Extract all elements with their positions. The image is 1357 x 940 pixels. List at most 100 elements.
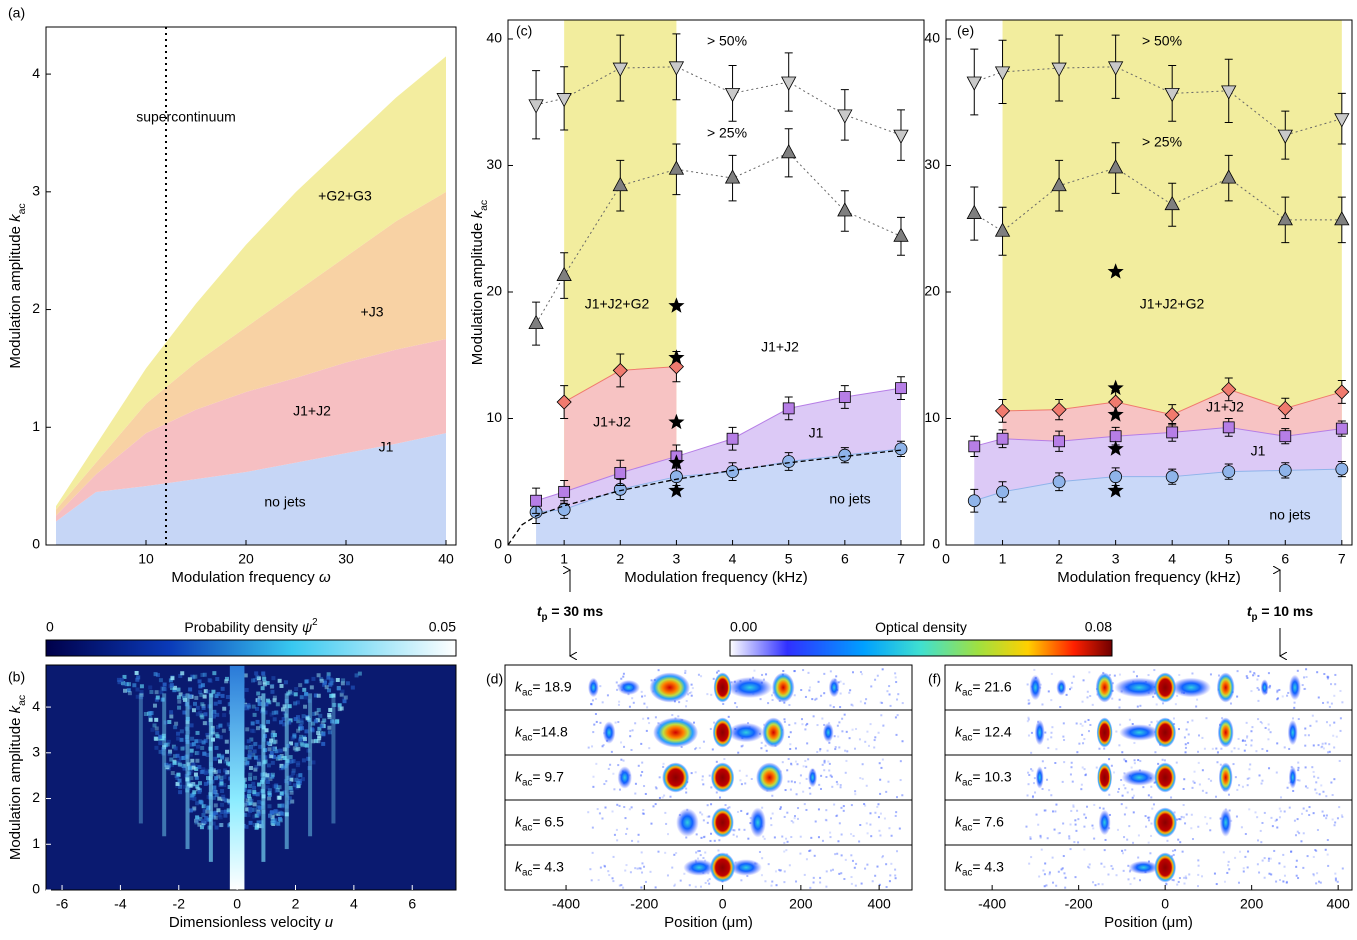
image-noise	[1243, 749, 1246, 752]
image-noise	[1120, 803, 1123, 806]
symbol: k	[515, 768, 523, 784]
symbol: k	[515, 813, 523, 829]
image-noise	[1152, 803, 1155, 806]
image-noise	[867, 744, 870, 747]
image-noise	[617, 764, 620, 767]
image-noise	[1269, 684, 1272, 687]
image-noise	[839, 706, 842, 709]
image-noise	[787, 735, 790, 738]
image-noise	[620, 741, 623, 744]
image-noise	[859, 824, 862, 827]
heatmap-texture	[205, 776, 210, 781]
image-noise	[1035, 813, 1038, 816]
heatmap-texture	[205, 809, 210, 814]
image-noise	[708, 815, 711, 818]
heatmap-texture	[256, 810, 261, 815]
image-noise	[839, 692, 842, 695]
heatmap-texture	[317, 736, 322, 741]
image-noise	[827, 760, 830, 763]
image-noise	[770, 824, 773, 827]
heatmap-texture	[312, 711, 317, 716]
heatmap-texture	[277, 678, 282, 683]
heatmap-texture	[265, 681, 270, 686]
image-noise	[821, 839, 824, 842]
image-noise	[1334, 673, 1337, 676]
image-noise	[1176, 694, 1179, 697]
region-label: > 50%	[707, 33, 747, 49]
image-noise	[1150, 721, 1153, 724]
image-noise	[1075, 829, 1078, 832]
heatmap-texture	[292, 746, 297, 751]
heatmap-texture	[218, 735, 223, 740]
image-noise	[1249, 763, 1252, 766]
image-noise	[818, 783, 821, 786]
heatmap-texture	[336, 686, 341, 691]
plot-frame	[45, 664, 457, 891]
script: ac	[962, 778, 972, 789]
image-noise	[1165, 882, 1168, 885]
heatmap-texture	[335, 677, 340, 682]
image-noise	[1295, 865, 1298, 868]
image-noise	[1253, 672, 1256, 675]
heatmap-texture	[282, 722, 287, 727]
heatmap-texture	[296, 728, 301, 733]
image-noise	[1242, 867, 1245, 870]
image-noise	[601, 701, 604, 704]
image-noise	[641, 862, 644, 865]
heatmap-texture	[213, 701, 218, 706]
image-noise	[1062, 822, 1065, 825]
marker-diamond	[1334, 384, 1350, 400]
image-noise	[894, 868, 897, 871]
heatmap-texture	[199, 770, 204, 775]
image-noise	[685, 787, 688, 790]
y-tick-label: 20	[924, 283, 940, 299]
image-noise	[812, 881, 815, 884]
image-noise	[1292, 789, 1295, 792]
image-noise	[879, 834, 882, 837]
heatmap-texture	[324, 685, 329, 690]
marker-diamond	[1277, 400, 1293, 416]
image-noise	[592, 785, 595, 788]
image-noise	[1076, 751, 1079, 754]
image-noise	[840, 872, 843, 875]
image-noise	[654, 716, 657, 719]
image-noise	[1162, 702, 1165, 705]
image-noise	[1326, 701, 1329, 704]
heatmap-texture	[267, 772, 272, 777]
heatmap-texture	[267, 796, 272, 801]
image-noise	[1161, 758, 1164, 761]
image-noise	[792, 821, 795, 824]
heatmap-texture	[180, 671, 185, 676]
heatmap-texture	[189, 793, 194, 798]
marker-tri-up	[528, 314, 544, 330]
heatmap-texture	[195, 784, 200, 789]
image-noise	[1298, 832, 1301, 835]
atom-cloud	[730, 859, 762, 876]
heatmap-texture	[340, 689, 345, 694]
heatmap-texture	[139, 692, 144, 697]
panel-label: (e)	[957, 23, 974, 39]
image-noise	[894, 874, 897, 877]
image-noise	[1121, 751, 1124, 754]
heatmap-texture	[126, 688, 131, 693]
image-noise	[881, 856, 884, 859]
image-noise	[738, 769, 741, 772]
x-tick-label: 5	[785, 551, 793, 567]
image-noise	[1207, 778, 1210, 781]
image-noise	[882, 724, 885, 727]
image-noise	[1276, 689, 1279, 692]
marker-square	[996, 432, 1009, 445]
image-noise	[901, 794, 904, 797]
image-noise	[695, 851, 698, 854]
image-noise	[1150, 785, 1153, 788]
image-noise	[1304, 727, 1307, 730]
heatmap-texture	[251, 729, 256, 734]
text-part: = 7.6	[972, 813, 1004, 829]
image-noise	[1118, 744, 1121, 747]
image-noise	[1307, 734, 1310, 737]
heatmap-texture	[182, 697, 187, 702]
image-noise	[1326, 853, 1329, 856]
heatmap-texture	[148, 711, 153, 716]
image-noise	[1077, 818, 1080, 821]
heatmap-texture	[281, 707, 286, 712]
